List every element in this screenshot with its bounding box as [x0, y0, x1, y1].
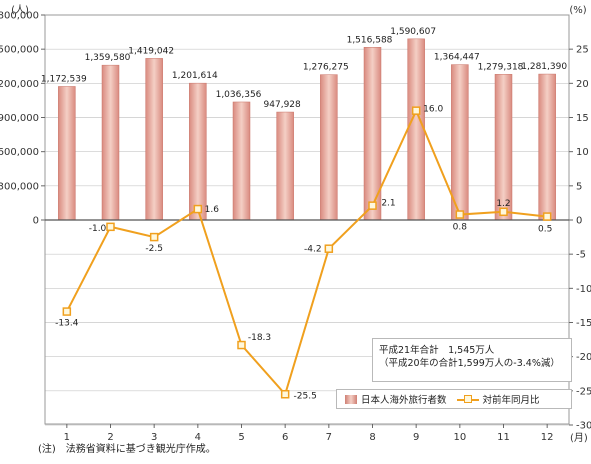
- line-path: [65, 108, 548, 397]
- bar-value-label: 1,516,588: [347, 35, 393, 45]
- summary-line-1: 平成21年合計 1,545万人: [379, 345, 495, 356]
- x-axis-unit: (月): [570, 432, 588, 444]
- left-axis-tick-label: 600,000: [0, 147, 39, 158]
- bar-value-label: 1,364,447: [434, 53, 480, 63]
- bar-value-label: 1,281,390: [521, 62, 567, 72]
- line-value-label: -13.4: [55, 319, 79, 329]
- bar: [276, 111, 294, 221]
- right-axis-tick-label: -20: [576, 352, 591, 363]
- bar: [407, 38, 425, 221]
- right-axis-tick-label: -15: [576, 318, 591, 329]
- line-marker: [237, 340, 246, 350]
- line-marker: [62, 307, 72, 316]
- legend-line-swatch: [456, 394, 479, 404]
- axes: 0 300,000 600,000 900,000 1,200,000 1,500,000…: [0, 4, 591, 444]
- x-axis-tick-label: 10: [453, 432, 466, 443]
- x-axis-tick-label: 1: [64, 432, 70, 443]
- line-value-label: 1.6: [205, 205, 220, 215]
- left-axis-tick-label: 0: [33, 216, 39, 227]
- left-axis-unit: (人): [11, 4, 29, 16]
- legend-line-label: 対前年同月比: [482, 395, 540, 406]
- x-axis-tick-label: 11: [497, 432, 510, 443]
- bar-value-label: 1,276,275: [303, 63, 349, 73]
- bar: [538, 73, 556, 221]
- line-value-label: 16.0: [423, 105, 443, 115]
- legend-item-line: 対前年同月比: [456, 392, 540, 406]
- legend-bar-label: 日本人海外旅行者数: [361, 395, 447, 406]
- legend: 日本人海外旅行者数 対前年同月比: [336, 389, 572, 409]
- bar: [451, 64, 469, 221]
- line-series: [62, 106, 552, 399]
- bar: [320, 74, 338, 221]
- line-value-label: -25.5: [294, 391, 317, 401]
- line-value-label: -2.5: [145, 244, 163, 254]
- line-value-label: 0.5: [538, 225, 552, 235]
- summary-line-2: （平成20年の合計1,599万人の-3.4%減）: [379, 358, 560, 369]
- line-marker: [455, 210, 465, 219]
- legend-item-bar: 日本人海外旅行者数: [345, 392, 447, 406]
- x-axis-tick-label: 5: [238, 432, 244, 443]
- bar-value-label: 1,279,318: [478, 62, 524, 72]
- right-axis-tick-label: -5: [576, 250, 586, 261]
- right-axis-tick-label: 25: [576, 45, 589, 56]
- x-axis-tick-label: 4: [195, 432, 201, 443]
- right-axis-tick-label: 10: [576, 147, 589, 158]
- legend-bar-swatch: [345, 394, 357, 404]
- right-axis-tick-label: 5: [576, 181, 582, 192]
- x-axis-tick-label: 12: [541, 432, 554, 443]
- line-marker: [499, 207, 508, 217]
- line-marker: [542, 212, 552, 221]
- x-axis-tick-label: 2: [107, 432, 113, 443]
- x-axis-tick-label: 7: [326, 432, 332, 443]
- line-marker: [193, 204, 203, 214]
- bar-value-label: 1,036,356: [216, 90, 262, 100]
- right-axis-tick-label: -25: [576, 386, 591, 397]
- left-axis-tick-label: 1,200,000: [0, 79, 39, 90]
- bar-value-label: 1,359,580: [85, 53, 131, 63]
- bar-value-label: 947,928: [264, 100, 301, 110]
- x-axis-tick-label: 6: [282, 432, 288, 443]
- line-value-label: -1.0: [89, 224, 107, 234]
- line-value-label: 2.1: [381, 199, 395, 209]
- right-axis-tick-label: 15: [576, 113, 589, 124]
- bar: [145, 58, 163, 221]
- right-axis-tick-label: -10: [576, 284, 591, 295]
- source-note: (注) 法務省資料に基づき観光庁作成。: [38, 444, 216, 455]
- left-axis-tick-label: 900,000: [0, 113, 39, 124]
- line-value-label: -4.2: [304, 245, 322, 255]
- right-axis-unit: (%): [569, 5, 586, 16]
- left-axis-tick-label: 1,800,000: [0, 11, 39, 22]
- bar: [232, 101, 251, 221]
- x-axis-tick-label: 3: [151, 432, 157, 443]
- right-axis-tick-label: 20: [576, 79, 589, 90]
- x-axis-tick-label: 9: [413, 432, 419, 443]
- bar: [189, 82, 207, 221]
- bar-value-label: 1,419,042: [128, 46, 174, 56]
- right-axis-tick-label: 0: [576, 216, 582, 227]
- line-value-label: -18.3: [248, 333, 271, 343]
- left-axis-tick-label: 1,500,000: [0, 45, 39, 56]
- x-axis-tick-label: 8: [369, 432, 375, 443]
- line-value-label: 0.8: [453, 223, 468, 233]
- left-axis-tick-label: 300,000: [0, 181, 39, 192]
- bar-value-label: 1,172,539: [41, 74, 87, 84]
- line-marker: [149, 232, 159, 242]
- line-marker: [324, 244, 334, 253]
- bar: [101, 64, 120, 221]
- bar-value-label: 1,201,614: [172, 71, 218, 81]
- line-marker: [411, 106, 421, 115]
- line-value-label: 1.2: [496, 199, 510, 209]
- summary-annotation: 平成21年合計 1,545万人 （平成20年の合計1,599万人の-3.4%減）: [372, 338, 572, 382]
- right-axis-tick-label: -30: [576, 421, 591, 432]
- bar-value-label: 1,590,607: [390, 27, 436, 37]
- line-marker: [106, 222, 115, 232]
- line-marker: [280, 390, 290, 399]
- bar: [58, 86, 76, 221]
- line-marker: [368, 201, 377, 210]
